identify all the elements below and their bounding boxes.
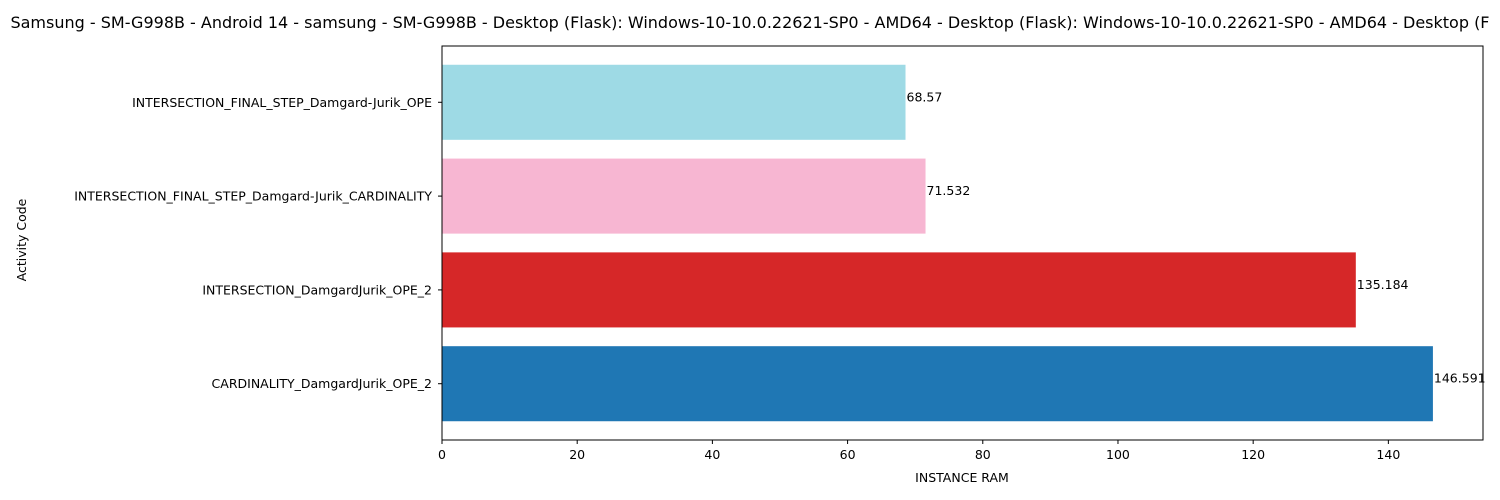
x-tick-label-140: 140	[1376, 447, 1400, 462]
bar-3	[442, 158, 926, 234]
bar-value-label-2: 135.184	[1357, 277, 1409, 292]
y-tick-label-4: INTERSECTION_FINAL_STEP_Damgard-Jurik_OP…	[132, 95, 432, 110]
bar-value-label-1: 146.591	[1434, 371, 1486, 386]
x-tick-label-80: 80	[975, 447, 991, 462]
bars-layer	[442, 64, 1433, 422]
x-tick-label-60: 60	[840, 447, 856, 462]
bar-value-label-4: 68.57	[907, 89, 943, 104]
bar-1	[442, 346, 1433, 422]
y-tick-label-3: INTERSECTION_FINAL_STEP_Damgard-Jurik_CA…	[74, 189, 432, 204]
x-tick-label-100: 100	[1106, 447, 1130, 462]
x-axis-label: INSTANCE RAM	[915, 470, 1009, 485]
x-axis-ticks: 0 20 40 60 80 100 120 140	[438, 440, 1400, 462]
y-axis-label: Activity Code	[14, 198, 29, 281]
y-tick-label-1: CARDINALITY_DamgardJurik_OPE_2	[212, 376, 432, 391]
bar-4	[442, 64, 906, 140]
x-tick-label-40: 40	[704, 447, 720, 462]
x-tick-label-0: 0	[438, 447, 446, 462]
x-tick-label-120: 120	[1241, 447, 1265, 462]
bar-2	[442, 252, 1356, 328]
x-tick-label-20: 20	[569, 447, 585, 462]
bar-value-label-3: 71.532	[927, 183, 971, 198]
y-tick-label-2: INTERSECTION_DamgardJurik_OPE_2	[202, 282, 432, 297]
plot-area-frame	[441, 45, 1484, 441]
value-labels-layer: 146.591 135.184 71.532 68.57	[907, 89, 1486, 385]
chart-title: Samsung - SM-G998B - Android 14 - samsun…	[10, 13, 1489, 32]
y-axis-ticks: CARDINALITY_DamgardJurik_OPE_2 INTERSECTI…	[74, 95, 442, 391]
